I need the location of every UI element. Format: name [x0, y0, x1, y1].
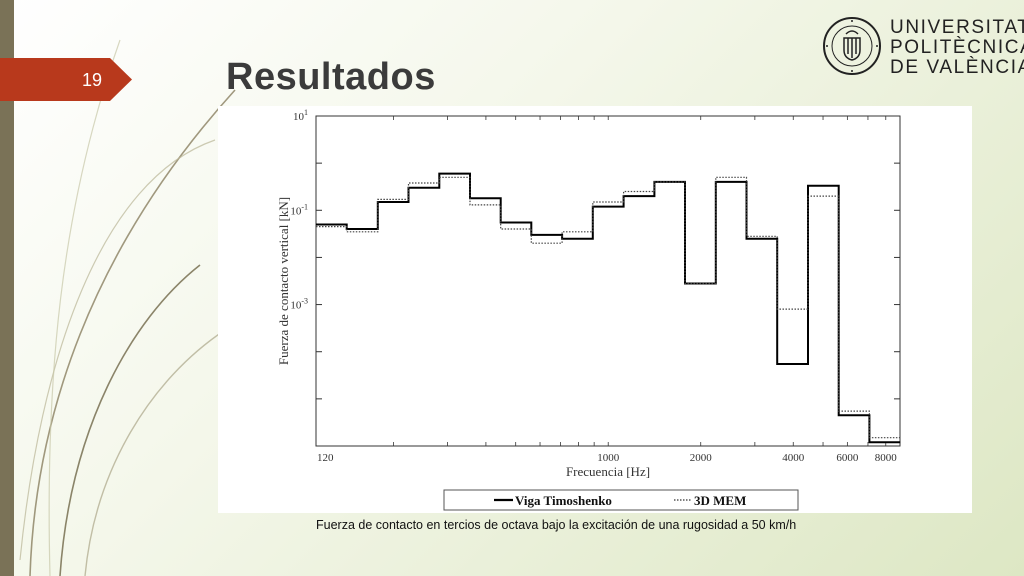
slide-number: 19	[81, 70, 103, 90]
figure-caption: Fuerza de contacto en tercios de octava …	[316, 518, 797, 532]
x-tick-label: 8000	[875, 452, 898, 464]
y-tick-label: 10-3	[290, 297, 308, 312]
decorative-lines	[19, 39, 236, 576]
slide-title: Resultados	[226, 56, 436, 98]
y-tick-label: 10-1	[290, 202, 308, 217]
left-sidebar-bar	[0, 0, 14, 576]
legend: Viga Timoshenko 3D MEM	[443, 489, 799, 511]
x-tick-label: 6000	[836, 452, 859, 464]
legend-label-viga-timoshenko: Viga Timoshenko	[515, 493, 612, 508]
series-layer	[316, 172, 901, 444]
chart-panel: 101 10-1 10-3 120 1000 2000 4000 6000 8000 Frec…	[218, 106, 972, 513]
y-tick-labels: 101 10-1 10-3	[290, 108, 308, 312]
y-axis-label: Fuerza de contacto vertical [kN]	[276, 197, 291, 365]
logo-line-2: POLITÈCNICA	[890, 37, 1024, 58]
x-axis-label: Frecuencia [Hz]	[566, 464, 650, 479]
chart-svg: 101 10-1 10-3 120 1000 2000 4000 6000 8000 Frec…	[276, 108, 901, 511]
university-name: UNIVERSITAT POLITÈCNICA DE VALÈNCIA	[890, 18, 1024, 78]
plot-area	[315, 115, 901, 447]
slide-number-tab	[0, 58, 132, 101]
x-tick-label: 1000	[597, 452, 620, 464]
y-tick-label: 101	[293, 108, 308, 123]
axis-ticks	[316, 115, 900, 447]
x-tick-label: 120	[317, 452, 334, 464]
x-tick-labels: 120 1000 2000 4000 6000 8000	[317, 452, 897, 464]
legend-label-3d-mem: 3D MEM	[694, 493, 746, 508]
series-line-3d-mem	[316, 176, 901, 439]
logo-line-1: UNIVERSITAT	[890, 17, 1024, 38]
series-line-viga-timoshenko	[316, 172, 901, 444]
x-tick-label: 4000	[782, 452, 805, 464]
x-tick-label: 2000	[690, 452, 713, 464]
legend-box	[443, 489, 799, 511]
university-seal-icon	[823, 17, 881, 75]
university-logo: UNIVERSITAT POLITÈCNICA DE VALÈNCIA	[822, 16, 1024, 80]
logo-line-3: DE VALÈNCIA	[890, 57, 1024, 78]
